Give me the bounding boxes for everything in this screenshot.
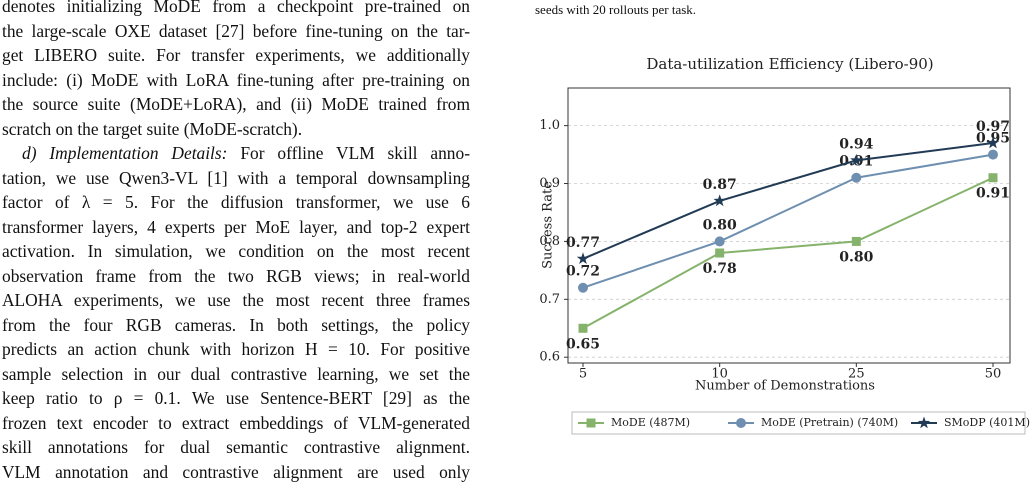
marker bbox=[851, 173, 861, 183]
data-label: 0.65 bbox=[566, 336, 600, 352]
marker bbox=[988, 150, 998, 160]
marker bbox=[578, 283, 588, 293]
marker bbox=[989, 173, 998, 182]
legend-label: SMoDP (401M) bbox=[944, 416, 1030, 429]
data-label: 0.91 bbox=[976, 186, 1010, 202]
data-label: 0.77 bbox=[566, 235, 600, 251]
marker bbox=[715, 236, 725, 246]
data-label: 0.94 bbox=[839, 136, 873, 152]
marker bbox=[715, 249, 724, 258]
text: VLM annotation and contrastive alignment… bbox=[2, 462, 470, 482]
y-tick-label: 0.8 bbox=[539, 234, 560, 249]
y-tick-label: 1.0 bbox=[539, 118, 560, 133]
page: denotes initializing MoDE from a checkpo… bbox=[0, 0, 1035, 460]
x-tick-label: 10 bbox=[711, 367, 728, 382]
data-label: 0.80 bbox=[839, 249, 873, 265]
y-tick-label: 0.6 bbox=[539, 350, 560, 365]
data-label: 0.97 bbox=[976, 119, 1010, 135]
marker bbox=[736, 418, 746, 428]
series-line bbox=[583, 155, 993, 288]
marker bbox=[577, 252, 589, 264]
legend-label: MoDE (487M) bbox=[611, 416, 690, 429]
x-tick-label: 25 bbox=[848, 367, 865, 382]
marker bbox=[587, 419, 596, 428]
series-line bbox=[583, 143, 993, 259]
plot-frame bbox=[568, 88, 1010, 363]
data-label: 0.87 bbox=[703, 177, 737, 193]
data-label: 0.80 bbox=[703, 217, 737, 233]
text-line: VLM annotation and contrastive alignment… bbox=[2, 460, 470, 484]
y-tick-label: 0.7 bbox=[539, 292, 560, 307]
chart-title: Data-utilization Efficiency (Libero-90) bbox=[646, 55, 933, 73]
x-tick-label: 50 bbox=[985, 367, 1002, 382]
y-axis-label: Success Rate bbox=[541, 181, 556, 269]
data-label: 0.78 bbox=[703, 261, 737, 277]
legend-label: MoDE (Pretrain) (740M) bbox=[761, 416, 898, 429]
marker bbox=[579, 324, 588, 333]
series-line bbox=[583, 178, 993, 329]
x-tick-label: 5 bbox=[579, 367, 587, 382]
data-label: 0.72 bbox=[566, 264, 600, 280]
marker bbox=[852, 237, 861, 246]
chart: Data-utilization Efficiency (Libero-90) … bbox=[0, 0, 1035, 460]
y-tick-label: 0.9 bbox=[539, 176, 560, 191]
